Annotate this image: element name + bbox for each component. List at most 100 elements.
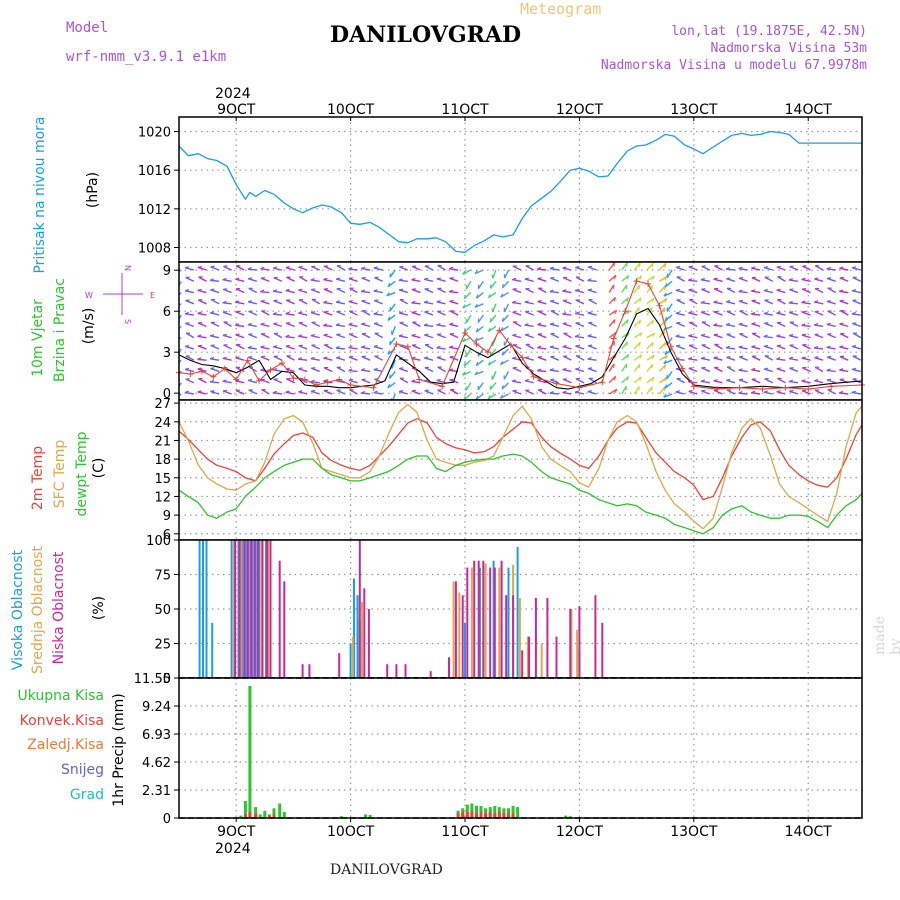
clouds-bar-niska [521, 650, 524, 678]
top-date-label: 9OCT [217, 102, 256, 118]
clouds-bar-visoka [230, 540, 233, 678]
cloud-side-label-3: Niska Oblacnost [51, 551, 67, 664]
station-title: DANILOVGRAD [330, 22, 522, 48]
clouds-bar-srednja [361, 602, 363, 678]
clouds-bar-niska [363, 588, 366, 678]
clouds-bar-niska [256, 540, 259, 678]
temperature-ytick-label: 24 [154, 416, 171, 431]
precip-bar-ukupna-kisa [258, 814, 262, 818]
clouds-bar-niska [473, 560, 476, 678]
precip-bar-konvek-kisa [267, 815, 271, 818]
precip-bar-ukupna-kisa [272, 808, 276, 818]
pressure-line-series [178, 130, 862, 253]
clouds-bar-niska [283, 581, 286, 678]
clouds-bar-srednja [570, 609, 573, 678]
clouds-ytick-label: 0 [163, 672, 171, 687]
precip-bar-ukupna-kisa [564, 815, 568, 818]
precip-bar-konvek-kisa [488, 811, 492, 818]
precip-bar-ukupna-kisa [243, 801, 247, 818]
clouds-bar-srednja [260, 540, 263, 678]
clouds-bar-niska [512, 595, 515, 678]
clouds-bar-visoka [353, 578, 355, 678]
clouds-bar-niska [278, 560, 281, 678]
clouds-bar-niska [261, 540, 264, 678]
clouds-bar-niska [578, 606, 581, 678]
wind-ytick-label: 0 [163, 387, 171, 402]
precip-bar-ukupna-kisa [475, 805, 478, 818]
clouds-bar-niska [500, 560, 503, 678]
wind-compass-icon: W E N S [85, 265, 155, 324]
clouds-bar-visoka [251, 540, 254, 678]
clouds-bar-niska [367, 609, 370, 678]
legend-convective-rain: Konvek.Kisa [20, 713, 104, 729]
precip-bar-konvek-kisa [484, 813, 488, 818]
wind-arrow-field [179, 262, 862, 400]
top-year-label: 2024 [215, 86, 251, 102]
clouds-bar-visoka [240, 540, 243, 678]
top-date-label: 12OCT [556, 102, 604, 118]
precip-bar-ukupna-kisa [507, 808, 510, 818]
clouds-bar-niska [429, 671, 432, 678]
clouds-bar-niska [477, 560, 480, 678]
precip-bar-ukupna-kisa [502, 808, 506, 818]
clouds-bar-niska [358, 540, 361, 678]
pressure-ytick-label: 1016 [138, 164, 171, 179]
precip-ytick-label: 9.24 [142, 700, 171, 715]
precip-unit-label: 1hr Precip (mm) [111, 693, 127, 806]
clouds-bar-srednja [576, 629, 579, 678]
temp-side-label-3: dewpt Temp [74, 431, 90, 516]
precip-ytick-label: 4.62 [142, 756, 171, 771]
clouds-bar-visoka [356, 595, 359, 678]
bottom-date-label: 9OCT [217, 824, 256, 840]
clouds-bar-niska [338, 653, 341, 678]
clouds-bar-srednja [498, 567, 501, 678]
clouds-bar-niska [466, 567, 469, 678]
clouds-bar-srednja [452, 581, 455, 678]
wind-ytick-label: 3 [163, 346, 171, 361]
clouds-bar-srednja [470, 567, 473, 678]
wind-plot-area [179, 262, 862, 400]
temperature-ytick-label: 9 [163, 509, 171, 524]
clouds-bar-srednja [458, 592, 461, 678]
bottom-date-label: 14OCT [785, 824, 833, 840]
precip-bar-ukupna-kisa [248, 685, 252, 818]
precip-bar-konvek-kisa [511, 813, 515, 818]
clouds-bar-visoka [237, 540, 240, 678]
precip-bar-ukupna-kisa [493, 805, 497, 818]
compass-north-label: N [123, 265, 132, 271]
pressure-panel: 1008 1012 1016 1020 [138, 116, 863, 263]
precip-bar-ukupna-kisa [568, 816, 572, 818]
clouds-bar-visoka [464, 622, 466, 678]
pressure-unit-label: (hPa) [85, 172, 101, 208]
clouds-bar-visoka [478, 567, 481, 678]
clouds-bar-visoka [507, 567, 510, 678]
clouds-bar-visoka [244, 540, 247, 678]
clouds-bar-niska [448, 657, 450, 678]
precip-bar-konvek-kisa [497, 811, 501, 818]
legend-total-rain: Ukupna Kisa [17, 688, 104, 704]
precip-ytick-label: 6.93 [142, 728, 171, 743]
clouds-bar-niska [493, 567, 496, 678]
model-elevation: Nadmorska Visina u modelu 67.9978m [600, 58, 867, 73]
clouds-bar-visoka [198, 540, 201, 678]
clouds-bar-niska [269, 540, 272, 678]
bottom-date-label: 13OCT [670, 824, 718, 840]
clouds-bar-visoka [349, 643, 352, 678]
precip-bar-ukupna-kisa [516, 807, 520, 818]
precip-frame [178, 677, 863, 819]
top-date-label: 14OCT [785, 102, 833, 118]
clouds-bar-visoka [205, 540, 208, 678]
clouds-bar-niska [395, 664, 398, 678]
clouds-bar-niska [505, 595, 508, 678]
clouds-bar-niska [243, 540, 246, 678]
bottom-date-label: 10OCT [327, 824, 375, 840]
clouds-bar-niska [234, 540, 237, 678]
precip-panel: 0 2.31 4.62 6.93 9.24 11.55 [134, 672, 863, 827]
compass-east-label: E [150, 291, 155, 300]
legend-freezing-rain: Zaledj.Kisa [27, 737, 104, 753]
clouds-bar-niska [308, 664, 311, 678]
top-date-label: 11OCT [441, 102, 489, 118]
clouds-bar-srednja [526, 636, 529, 678]
clouds-bar-niska [555, 636, 558, 678]
precip-bar-ukupna-kisa [484, 808, 488, 818]
